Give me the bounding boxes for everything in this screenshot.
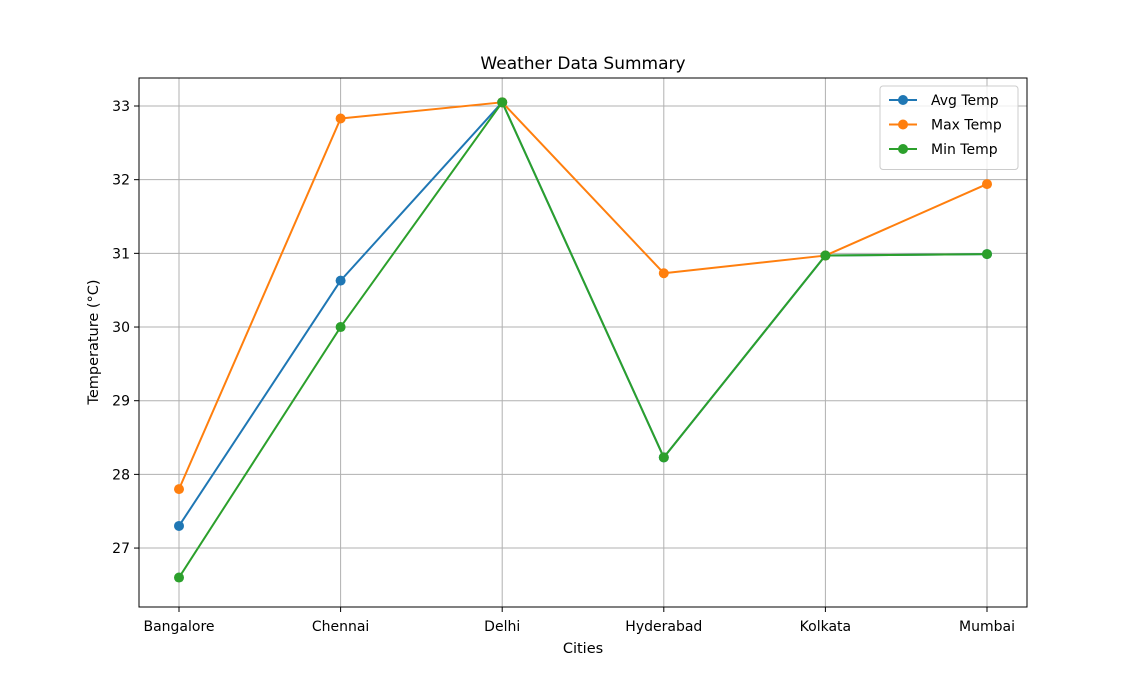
data-point [820,250,831,261]
data-point [982,249,992,260]
series-line [178,101,988,490]
data-point [335,113,346,124]
legend-marker [898,95,908,105]
y-tick-label: 29 [112,394,130,410]
legend-label: Min Temp [931,142,998,158]
y-axis-title: Temperature (°C) [86,279,102,405]
legend-item: Avg Temp [889,93,999,109]
x-tick-label: Chennai [312,619,369,635]
legend-label: Avg Temp [931,93,999,109]
legend-label: Max Temp [931,118,1002,134]
series-lines [174,97,992,583]
data-point [658,452,669,463]
y-tick-label: 28 [112,467,130,483]
data-point [174,572,184,583]
legend: Avg Temp Max Temp Min Temp [879,85,1019,170]
legend-marker [898,144,908,154]
data-point [982,179,992,190]
data-point [658,268,669,279]
axis-ticks: Bangalore Chennai Delhi Hyderabad Kolkata Mum… [112,99,1015,635]
y-tick-label: 30 [112,320,130,336]
x-tick-label: Mumbai [959,619,1015,635]
y-tick-label: 31 [112,246,130,262]
legend-item: Min Temp [889,142,998,158]
legend-marker [898,119,908,130]
data-point [335,322,346,333]
y-tick-label: 33 [112,99,130,115]
plot-frame [138,77,1028,608]
data-point [335,275,346,286]
series-line [178,101,988,579]
x-tick-label: Bangalore [143,619,214,635]
x-tick-label: Hyderabad [625,619,702,635]
x-tick-label: Delhi [484,619,520,635]
x-axis-title: Cities [563,641,603,657]
data-point [497,97,508,108]
data-point [174,484,184,495]
series-max-temp [174,97,992,495]
y-tick-label: 27 [112,541,130,557]
y-tick-label: 32 [112,173,130,189]
legend-item: Max Temp [889,118,1002,134]
series-min-temp [174,97,992,583]
x-tick-label: Kolkata [800,619,851,635]
chart-title: Weather Data Summary [480,54,685,74]
grid-lines [139,78,1027,607]
data-point [174,520,184,531]
